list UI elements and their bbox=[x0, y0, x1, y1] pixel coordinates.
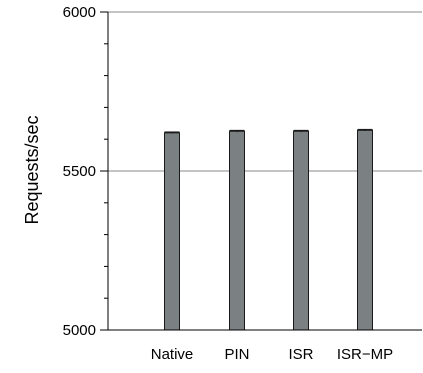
y-tick-label: 5500 bbox=[63, 163, 96, 180]
bar bbox=[229, 130, 245, 331]
x-tick-label: ISR bbox=[288, 346, 313, 363]
bar bbox=[164, 132, 180, 331]
gridlines bbox=[108, 11, 422, 172]
bars bbox=[164, 128, 373, 331]
x-tick-label: Native bbox=[151, 346, 194, 363]
y-tick-label: 6000 bbox=[63, 4, 96, 21]
y-axis-label: Requests/sec bbox=[22, 115, 42, 224]
x-tick-label: PIN bbox=[224, 346, 249, 363]
x-tick-label: ISR−MP bbox=[337, 346, 393, 363]
bar bbox=[357, 129, 373, 331]
y-tick-labels: 5000 5500 6000 bbox=[63, 4, 108, 339]
bar bbox=[293, 130, 309, 331]
y-tick-label: 5000 bbox=[63, 322, 96, 339]
x-tick-labels: Native PIN ISR ISR−MP bbox=[151, 346, 393, 363]
